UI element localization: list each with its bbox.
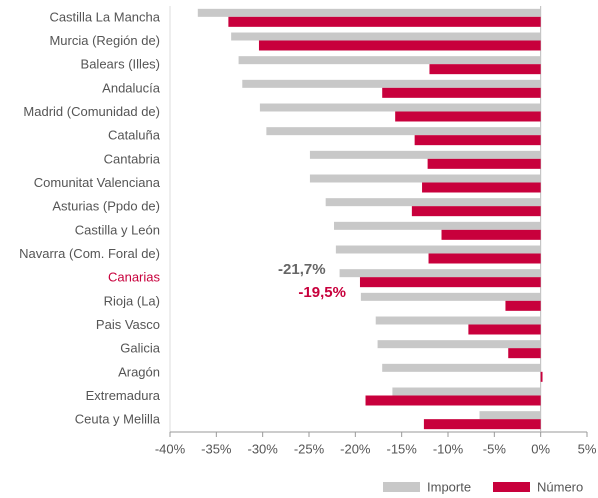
bar (395, 111, 541, 122)
bar (392, 387, 541, 396)
x-tick-label: -15% (386, 441, 417, 456)
bar (508, 348, 541, 359)
y-tick-label: Castilla y León (75, 222, 160, 237)
y-tick-label: Canarias (108, 270, 161, 285)
bar (242, 79, 541, 88)
x-tick-label: -10% (433, 441, 464, 456)
legend-swatch (383, 482, 420, 492)
bar (468, 324, 541, 335)
bar (441, 229, 541, 240)
bar (505, 300, 541, 311)
bar (411, 206, 541, 217)
y-tick-label: Castilla La Mancha (49, 9, 160, 24)
bar (540, 371, 543, 382)
x-tick-label: -40% (155, 441, 186, 456)
bar (325, 198, 541, 207)
legend-label: Número (537, 479, 583, 494)
bar (414, 135, 541, 146)
y-tick-label: Balears (Illes) (81, 57, 160, 72)
y-tick-label: Cataluña (108, 128, 161, 143)
x-tick-label: -35% (201, 441, 232, 456)
y-tick-label: Aragón (118, 364, 160, 379)
bar (375, 316, 541, 325)
y-tick-label: Madrid (Comunidad de) (23, 104, 160, 119)
bar (365, 395, 541, 406)
bar (197, 8, 541, 17)
y-tick-label: Pais Vasco (96, 317, 160, 332)
y-tick-label: Comunitat Valenciana (34, 175, 161, 190)
x-tick-label: -20% (340, 441, 371, 456)
bar (429, 64, 541, 75)
y-tick-label: Andalucía (102, 80, 161, 95)
y-tick-label: Asturias (Ppdo de) (52, 199, 160, 214)
bar (335, 245, 541, 254)
legend-label: Importe (427, 479, 471, 494)
y-tick-label: Galicia (120, 341, 161, 356)
x-tick-label: -25% (294, 441, 325, 456)
legend-swatch (493, 482, 530, 492)
y-tick-label: Murcia (Región de) (49, 33, 160, 48)
bar (238, 56, 541, 65)
x-tick-label: -5% (483, 441, 507, 456)
bar (309, 150, 541, 159)
y-tick-label: Cantabria (104, 151, 161, 166)
bar (382, 363, 541, 372)
bar (422, 182, 541, 193)
x-tick-label: 5% (578, 441, 597, 456)
bar (266, 127, 541, 136)
x-tick-label: -30% (247, 441, 278, 456)
y-tick-label: Rioja (La) (104, 293, 160, 308)
bar (231, 32, 541, 41)
bar (360, 292, 541, 301)
value-label: -21,7% (278, 261, 326, 278)
bar (427, 158, 541, 169)
bar (258, 40, 541, 51)
bar (428, 253, 541, 264)
bar (259, 103, 541, 112)
bar (334, 221, 541, 230)
y-tick-label: Ceuta y Melilla (75, 412, 161, 427)
bar (228, 16, 541, 27)
bar (423, 419, 541, 430)
bar (382, 87, 541, 98)
bar (377, 340, 541, 349)
y-tick-label: Extremadura (86, 388, 161, 403)
bar (359, 277, 541, 288)
bar (339, 269, 541, 278)
value-label: -19,5% (298, 284, 346, 301)
x-tick-label: 0% (531, 441, 550, 456)
y-tick-label: Navarra (Com. Foral de) (19, 246, 160, 261)
bar (309, 174, 541, 183)
bar (479, 411, 541, 420)
